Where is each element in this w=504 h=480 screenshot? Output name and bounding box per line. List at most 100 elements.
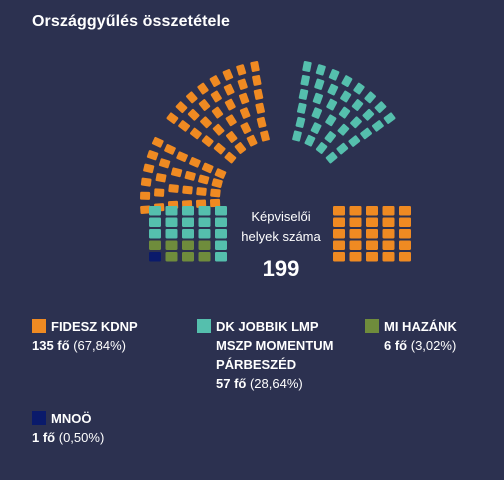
seat-opposition — [149, 206, 161, 216]
legend-swatch — [197, 319, 211, 333]
seat-opposition — [324, 131, 337, 143]
legend-label: FIDESZ KDNP — [51, 319, 138, 334]
seat-fidesz-kdnp — [240, 122, 252, 134]
seat-fidesz-kdnp — [366, 252, 378, 262]
legend-label: DK JOBBIK LMP MSZP MOMENTUM PÁRBESZÉD — [216, 319, 334, 372]
legend-label: MNOÖ — [51, 411, 92, 426]
seat-opposition — [315, 142, 328, 154]
seat-fidesz-kdnp — [146, 150, 159, 161]
seat-fidesz-kdnp — [214, 168, 227, 179]
seat-fidesz-kdnp — [143, 163, 155, 174]
seat-opposition — [312, 92, 324, 105]
seat-fidesz-kdnp — [212, 123, 225, 136]
seat-opposition — [371, 120, 384, 132]
seat-mnoo — [149, 252, 161, 262]
seat-fidesz-kdnp — [333, 240, 345, 250]
seat-fidesz-kdnp — [198, 99, 211, 111]
seat-fidesz-kdnp — [239, 107, 251, 119]
seat-fidesz-kdnp — [197, 82, 209, 95]
legend-count: 57 fő (28,64%) — [216, 376, 303, 391]
seat-opposition — [364, 91, 377, 104]
seat-fidesz-kdnp — [382, 252, 395, 262]
seat-fidesz-kdnp — [399, 217, 411, 227]
parliament-seat-chart: Képviselői helyek száma 199 — [140, 61, 411, 281]
seat-opposition — [302, 61, 312, 72]
seat-fidesz-kdnp — [399, 240, 411, 250]
seat-opposition — [325, 114, 337, 127]
seat-opposition — [182, 229, 194, 239]
legend-count: 135 fő (67,84%) — [32, 338, 126, 353]
seat-fidesz-kdnp — [140, 191, 151, 200]
seat-opposition — [350, 116, 362, 129]
seat-fidesz-kdnp — [171, 167, 183, 178]
seat-fidesz-kdnp — [366, 217, 378, 227]
seat-opposition — [325, 151, 338, 164]
seat-fidesz-kdnp — [210, 90, 222, 103]
seat-mi-hazank — [198, 240, 211, 250]
seat-fidesz-kdnp — [158, 158, 171, 169]
seat-opposition — [341, 75, 353, 87]
seat-opposition — [215, 217, 227, 227]
seat-fidesz-kdnp — [140, 177, 152, 187]
seat-fidesz-kdnp — [210, 188, 221, 198]
legend-item-mnoo: MNOÖ 1 fő (0,50%) — [32, 410, 104, 447]
seat-fidesz-kdnp — [213, 142, 226, 155]
seat-fidesz-kdnp — [238, 92, 250, 105]
seat-fidesz-kdnp — [155, 173, 167, 183]
seat-fidesz-kdnp — [349, 240, 362, 250]
seat-opposition — [310, 122, 322, 134]
seat-fidesz-kdnp — [187, 108, 200, 121]
seat-fidesz-kdnp — [154, 188, 165, 197]
seat-fidesz-kdnp — [189, 127, 202, 140]
seat-fidesz-kdnp — [333, 206, 345, 216]
seat-opposition — [215, 240, 227, 250]
seat-mi-hazank — [165, 240, 178, 250]
seat-fidesz-kdnp — [366, 206, 378, 216]
seat-fidesz-kdnp — [224, 98, 236, 111]
seat-opposition — [336, 142, 349, 155]
seat-opposition — [328, 69, 340, 81]
seat-mi-hazank — [198, 252, 211, 262]
legend-swatch — [32, 319, 46, 333]
seat-fidesz-kdnp — [333, 252, 345, 262]
seat-opposition — [215, 252, 227, 262]
seat-fidesz-kdnp — [225, 114, 237, 127]
legend-count: 1 fő (0,50%) — [32, 430, 105, 445]
seat-fidesz-kdnp — [260, 130, 270, 142]
seat-opposition — [327, 83, 339, 96]
seat-fidesz-kdnp — [382, 229, 395, 239]
seat-fidesz-kdnp — [222, 69, 234, 81]
seat-opposition — [182, 206, 194, 216]
seat-opposition — [304, 134, 316, 147]
seat-fidesz-kdnp — [382, 217, 395, 227]
seat-fidesz-kdnp — [151, 136, 164, 148]
seat-fidesz-kdnp — [175, 101, 188, 114]
seat-fidesz-kdnp — [399, 206, 411, 216]
seat-opposition — [165, 206, 178, 216]
seat-fidesz-kdnp — [225, 131, 238, 143]
seat-opposition — [300, 74, 310, 86]
seat-fidesz-kdnp — [198, 174, 210, 185]
seat-opposition — [292, 130, 302, 142]
seat-opposition — [182, 217, 194, 227]
seat-opposition — [374, 101, 387, 114]
seat-fidesz-kdnp — [195, 199, 207, 208]
seat-fidesz-kdnp — [182, 185, 193, 195]
seat-fidesz-kdnp — [234, 142, 247, 154]
seat-fidesz-kdnp — [399, 252, 411, 262]
legend-count: 6 fő (3,02%) — [384, 338, 457, 353]
seat-opposition — [149, 217, 161, 227]
seat-opposition — [198, 217, 211, 227]
seat-opposition — [149, 229, 161, 239]
seat-fidesz-kdnp — [349, 217, 362, 227]
chart-title: Országgyűlés összetétele — [32, 13, 231, 30]
seat-mi-hazank — [165, 252, 178, 262]
seat-fidesz-kdnp — [253, 88, 264, 100]
seat-fidesz-kdnp — [176, 151, 188, 162]
seat-fidesz-kdnp — [200, 116, 212, 129]
seat-fidesz-kdnp — [209, 198, 221, 208]
legend-item-mi-hazank: MI HAZÁNK 6 fő (3,02%) — [365, 318, 457, 355]
seat-opposition — [353, 82, 365, 95]
seat-opposition — [165, 229, 178, 239]
legend-swatch — [365, 319, 379, 333]
